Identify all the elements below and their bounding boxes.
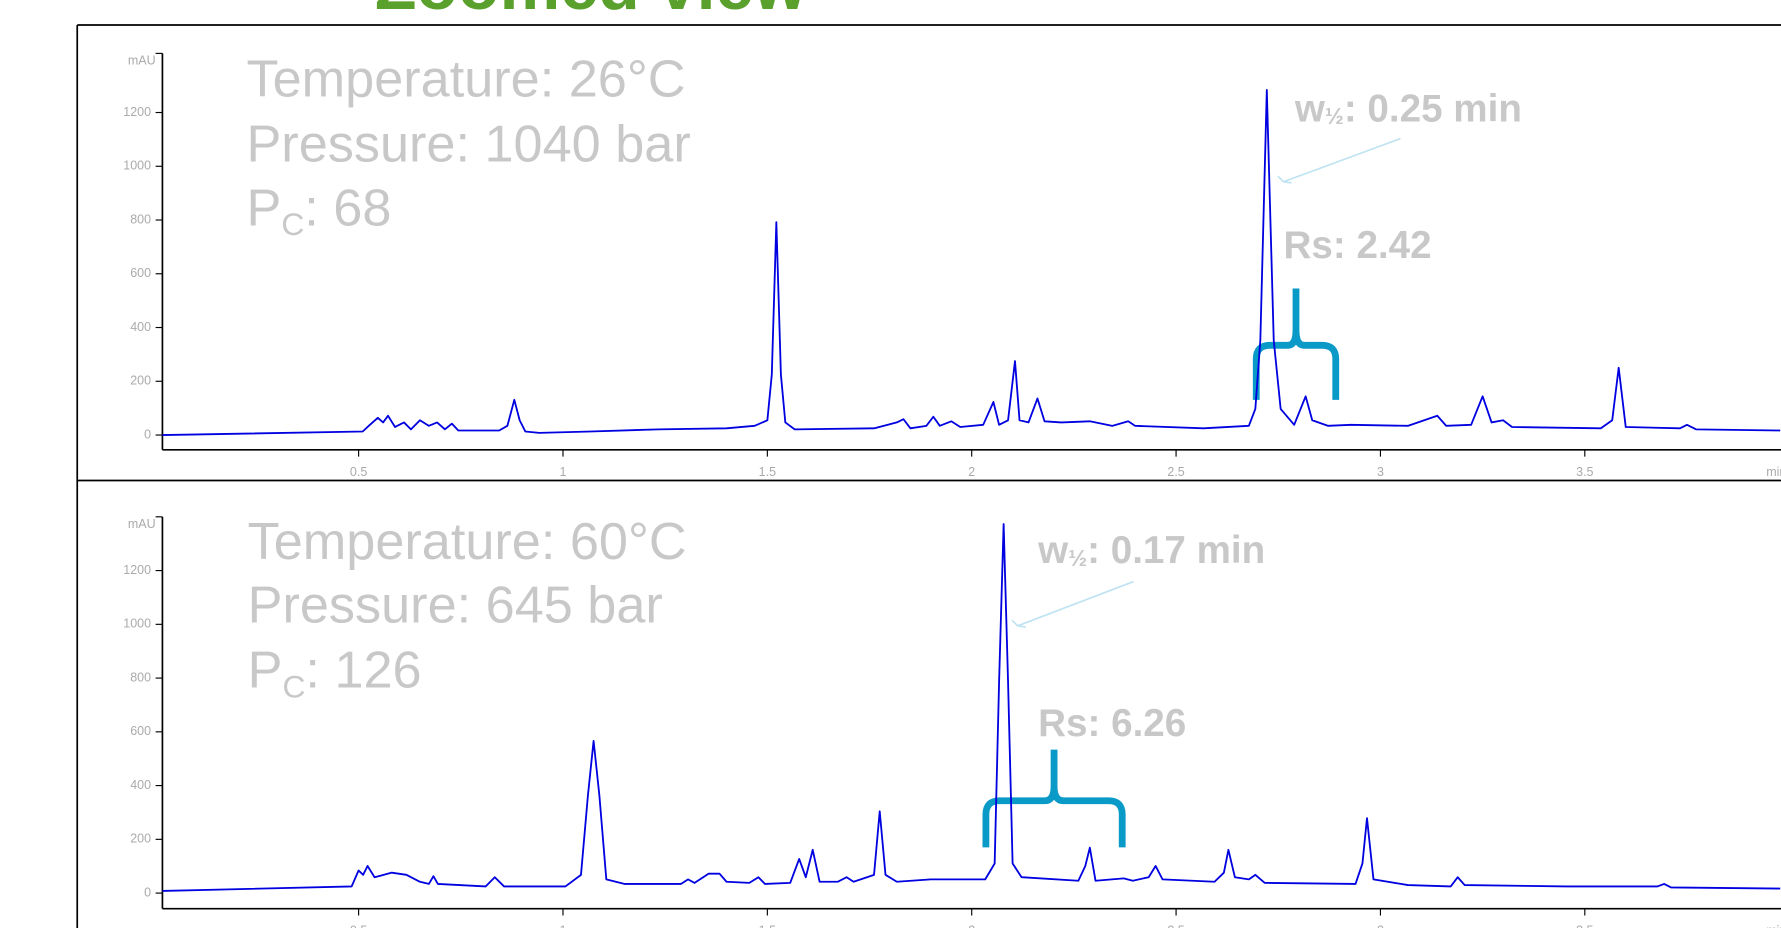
bracket bbox=[1252, 288, 1340, 400]
y-tick-label: 200 bbox=[130, 832, 151, 846]
y-tick-label: 800 bbox=[130, 670, 151, 684]
x-tick-label: 0.5 bbox=[350, 465, 367, 479]
x-tick-label: 1.5 bbox=[759, 465, 776, 479]
x-axis-label: min bbox=[1766, 924, 1781, 928]
pc-symbol: P bbox=[246, 179, 281, 237]
width-symbol: w bbox=[1294, 88, 1326, 131]
bracket bbox=[982, 749, 1126, 848]
x-tick-label: 3 bbox=[1377, 924, 1384, 928]
chromatogram-trace bbox=[162, 89, 1781, 436]
y-tick-label: 600 bbox=[130, 266, 151, 280]
slide-title: Zoomed view bbox=[375, 0, 808, 24]
x-tick-label: 2 bbox=[968, 465, 975, 479]
arrow-head bbox=[1277, 175, 1292, 184]
width-subscript: ½ bbox=[1325, 103, 1344, 129]
pc-value: : 68 bbox=[304, 179, 391, 237]
pc-note: PC: 126 bbox=[248, 641, 422, 705]
y-tick-label: 1200 bbox=[123, 563, 151, 577]
arrow bbox=[1017, 580, 1134, 627]
x-tick-label: 2 bbox=[968, 924, 975, 928]
width-value: : 0.17 min bbox=[1087, 529, 1265, 572]
y-tick-label: 1200 bbox=[123, 105, 151, 119]
pressure-note: Pressure: 645 bar bbox=[248, 577, 663, 635]
pc-symbol: P bbox=[248, 641, 283, 699]
arrow-head bbox=[1011, 619, 1026, 628]
pc-value: : 126 bbox=[305, 641, 421, 699]
x-tick-label: 1 bbox=[560, 924, 567, 928]
x-tick-label: 3 bbox=[1377, 465, 1384, 479]
y-tick-label: 400 bbox=[130, 320, 151, 334]
x-tick-label: 3.5 bbox=[1576, 465, 1593, 479]
pressure-note: Pressure: 1040 bar bbox=[246, 115, 690, 173]
width-note: w½: 0.25 min bbox=[1294, 88, 1522, 131]
x-tick-label: 2.5 bbox=[1167, 465, 1184, 479]
temperature-note: Temperature: 60°C bbox=[248, 513, 687, 571]
resolution-note: Rs: 6.26 bbox=[1038, 702, 1186, 745]
y-axis-label: mAU bbox=[128, 517, 156, 531]
width-value: : 0.25 min bbox=[1344, 88, 1522, 131]
y-tick-label: 0 bbox=[144, 427, 151, 441]
chromatogram-trace bbox=[162, 523, 1781, 892]
pc-subscript: C bbox=[282, 669, 305, 705]
pc-subscript: C bbox=[281, 207, 304, 243]
y-tick-label: 1000 bbox=[123, 617, 151, 631]
x-axis-label: min bbox=[1766, 465, 1781, 479]
x-tick-label: 2.5 bbox=[1167, 924, 1184, 928]
width-symbol: w bbox=[1037, 529, 1069, 572]
y-tick-label: 600 bbox=[130, 724, 151, 738]
y-tick-label: 800 bbox=[130, 212, 151, 226]
y-tick-label: 400 bbox=[130, 778, 151, 792]
arrow bbox=[1283, 137, 1401, 183]
y-tick-label: 200 bbox=[130, 374, 151, 388]
y-axis-label: mAU bbox=[128, 54, 156, 68]
x-tick-label: 0.5 bbox=[350, 924, 367, 928]
width-note: w½: 0.17 min bbox=[1037, 529, 1265, 572]
pc-note: PC: 68 bbox=[246, 179, 391, 243]
y-tick-label: 0 bbox=[144, 885, 151, 899]
x-tick-label: 3.5 bbox=[1576, 924, 1593, 928]
x-tick-label: 1.5 bbox=[759, 924, 776, 928]
resolution-note: Rs: 2.42 bbox=[1284, 224, 1432, 267]
x-tick-label: 1 bbox=[560, 465, 567, 479]
width-subscript: ½ bbox=[1068, 545, 1087, 571]
temperature-note: Temperature: 26°C bbox=[246, 51, 685, 109]
y-tick-label: 1000 bbox=[123, 159, 151, 173]
